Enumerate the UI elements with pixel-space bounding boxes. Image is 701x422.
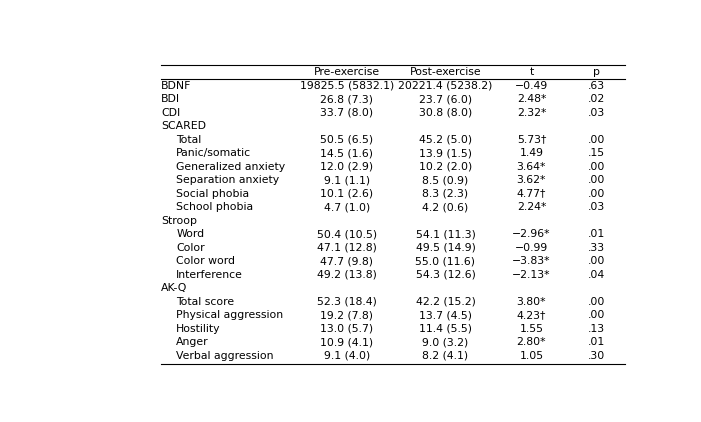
Text: 8.2 (4.1): 8.2 (4.1) (423, 351, 468, 360)
Text: .04: .04 (588, 270, 605, 279)
Text: 13.0 (5.7): 13.0 (5.7) (320, 324, 374, 333)
Text: 26.8 (7.3): 26.8 (7.3) (320, 94, 373, 104)
Text: 3.80*: 3.80* (517, 297, 546, 306)
Text: 10.1 (2.6): 10.1 (2.6) (320, 189, 374, 198)
Text: Interference: Interference (176, 270, 243, 279)
Text: 54.3 (12.6): 54.3 (12.6) (416, 270, 475, 279)
Text: Panic/somatic: Panic/somatic (176, 148, 251, 158)
Text: CDI: CDI (161, 108, 180, 117)
Text: BDNF: BDNF (161, 81, 191, 90)
Text: .15: .15 (588, 148, 605, 158)
Text: BDI: BDI (161, 94, 180, 104)
Text: −3.83*: −3.83* (512, 256, 551, 266)
Text: 2.24*: 2.24* (517, 202, 546, 212)
Text: Physical aggression: Physical aggression (176, 310, 283, 320)
Text: 13.7 (4.5): 13.7 (4.5) (419, 310, 472, 320)
Text: Post-exercise: Post-exercise (409, 67, 482, 77)
Text: 1.55: 1.55 (519, 324, 543, 333)
Text: 19825.5 (5832.1): 19825.5 (5832.1) (299, 81, 394, 90)
Text: 14.5 (1.6): 14.5 (1.6) (320, 148, 373, 158)
Text: School phobia: School phobia (176, 202, 253, 212)
Text: 2.80*: 2.80* (517, 337, 546, 347)
Text: 9.1 (1.1): 9.1 (1.1) (324, 175, 370, 185)
Text: 4.77†: 4.77† (517, 189, 546, 198)
Text: −0.49: −0.49 (515, 81, 548, 90)
Text: 12.0 (2.9): 12.0 (2.9) (320, 162, 374, 171)
Text: 4.2 (0.6): 4.2 (0.6) (422, 202, 468, 212)
Text: p: p (593, 67, 600, 77)
Text: 1.49: 1.49 (519, 148, 543, 158)
Text: SCARED: SCARED (161, 121, 206, 131)
Text: 20221.4 (5238.2): 20221.4 (5238.2) (398, 81, 493, 90)
Text: Pre-exercise: Pre-exercise (314, 67, 380, 77)
Text: 49.2 (13.8): 49.2 (13.8) (317, 270, 376, 279)
Text: .00: .00 (587, 175, 605, 185)
Text: 30.8 (8.0): 30.8 (8.0) (419, 108, 472, 117)
Text: 2.32*: 2.32* (517, 108, 546, 117)
Text: 9.1 (4.0): 9.1 (4.0) (324, 351, 370, 360)
Text: 4.7 (1.0): 4.7 (1.0) (324, 202, 370, 212)
Text: 13.9 (1.5): 13.9 (1.5) (419, 148, 472, 158)
Text: Color word: Color word (176, 256, 235, 266)
Text: .00: .00 (587, 297, 605, 306)
Text: 23.7 (6.0): 23.7 (6.0) (419, 94, 472, 104)
Text: 11.4 (5.5): 11.4 (5.5) (419, 324, 472, 333)
Text: 47.1 (12.8): 47.1 (12.8) (317, 243, 376, 252)
Text: −2.13*: −2.13* (512, 270, 551, 279)
Text: Separation anxiety: Separation anxiety (176, 175, 279, 185)
Text: .33: .33 (588, 243, 605, 252)
Text: .13: .13 (588, 324, 605, 333)
Text: AK-Q: AK-Q (161, 283, 187, 293)
Text: 54.1 (11.3): 54.1 (11.3) (416, 229, 475, 239)
Text: Stroop: Stroop (161, 216, 197, 225)
Text: .00: .00 (587, 162, 605, 171)
Text: .02: .02 (588, 94, 605, 104)
Text: 3.62*: 3.62* (517, 175, 546, 185)
Text: Color: Color (176, 243, 205, 252)
Text: Total: Total (176, 135, 201, 144)
Text: .00: .00 (587, 256, 605, 266)
Text: 4.23†: 4.23† (517, 310, 546, 320)
Text: 1.05: 1.05 (519, 351, 543, 360)
Text: 8.3 (2.3): 8.3 (2.3) (423, 189, 468, 198)
Text: −0.99: −0.99 (515, 243, 548, 252)
Text: 45.2 (5.0): 45.2 (5.0) (419, 135, 472, 144)
Text: 9.0 (3.2): 9.0 (3.2) (422, 337, 468, 347)
Text: .00: .00 (587, 310, 605, 320)
Text: .00: .00 (587, 135, 605, 144)
Text: 52.3 (18.4): 52.3 (18.4) (317, 297, 376, 306)
Text: .00: .00 (587, 189, 605, 198)
Text: −2.96*: −2.96* (512, 229, 551, 239)
Text: Anger: Anger (176, 337, 209, 347)
Text: 42.2 (15.2): 42.2 (15.2) (416, 297, 475, 306)
Text: .03: .03 (588, 108, 605, 117)
Text: .03: .03 (588, 202, 605, 212)
Text: 47.7 (9.8): 47.7 (9.8) (320, 256, 373, 266)
Text: 10.2 (2.0): 10.2 (2.0) (419, 162, 472, 171)
Text: 49.5 (14.9): 49.5 (14.9) (416, 243, 475, 252)
Text: 50.5 (6.5): 50.5 (6.5) (320, 135, 374, 144)
Text: .01: .01 (588, 337, 605, 347)
Text: Total score: Total score (176, 297, 234, 306)
Text: t: t (529, 67, 533, 77)
Text: Generalized anxiety: Generalized anxiety (176, 162, 285, 171)
Text: .01: .01 (588, 229, 605, 239)
Text: Hostility: Hostility (176, 324, 221, 333)
Text: .30: .30 (588, 351, 605, 360)
Text: .63: .63 (588, 81, 605, 90)
Text: Verbal aggression: Verbal aggression (176, 351, 273, 360)
Text: Word: Word (176, 229, 204, 239)
Text: 33.7 (8.0): 33.7 (8.0) (320, 108, 374, 117)
Text: 5.73†: 5.73† (517, 135, 546, 144)
Text: 19.2 (7.8): 19.2 (7.8) (320, 310, 373, 320)
Text: 10.9 (4.1): 10.9 (4.1) (320, 337, 374, 347)
Text: Social phobia: Social phobia (176, 189, 250, 198)
Text: 2.48*: 2.48* (517, 94, 546, 104)
Text: 8.5 (0.9): 8.5 (0.9) (422, 175, 468, 185)
Text: 55.0 (11.6): 55.0 (11.6) (416, 256, 475, 266)
Text: 50.4 (10.5): 50.4 (10.5) (317, 229, 377, 239)
Text: 3.64*: 3.64* (517, 162, 546, 171)
